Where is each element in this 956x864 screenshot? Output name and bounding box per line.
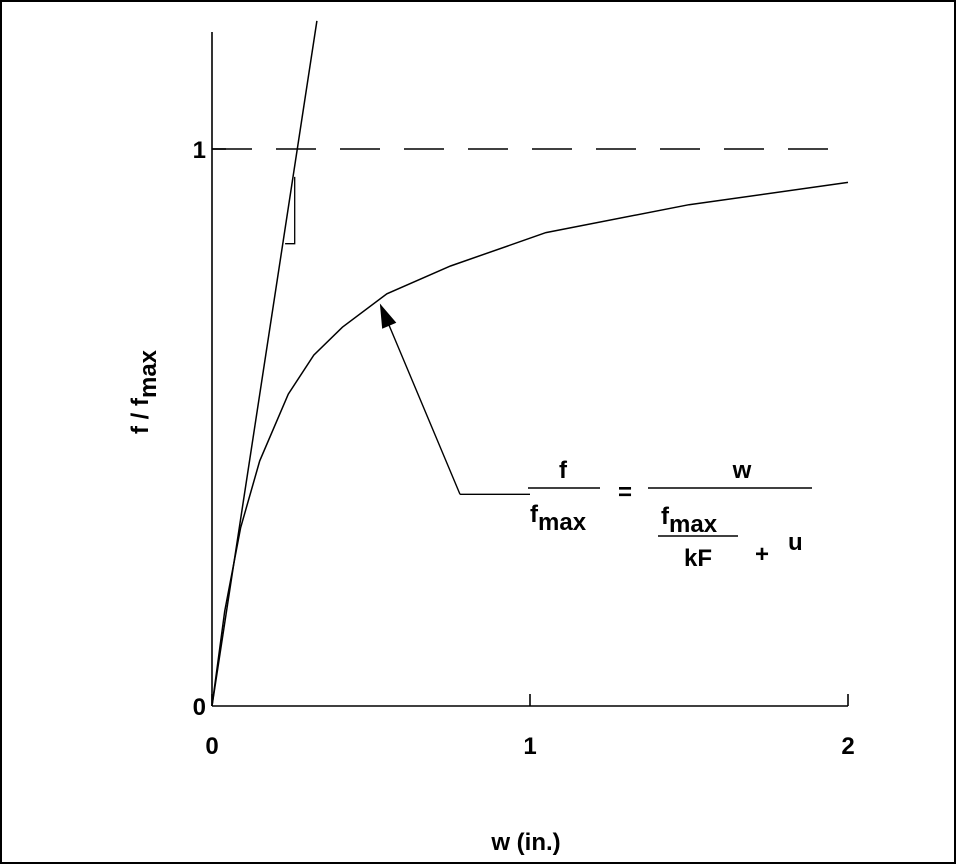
annotation-arrow-head	[379, 303, 397, 329]
eq-u: u	[788, 529, 803, 556]
y-tick-label: 0	[193, 694, 206, 721]
load-displacement-curve	[211, 181, 849, 707]
equation: f fmax = w fmax kF + u	[528, 457, 812, 572]
series-layer	[211, 20, 849, 707]
y-axis-label-main: f / f	[127, 397, 154, 434]
annotation-layer	[379, 303, 530, 496]
x-axis-label: w (in.)	[490, 829, 560, 856]
x-tick-label: 1	[523, 733, 536, 760]
y-axis-label: f / fmax	[127, 349, 162, 434]
eq-lhs-den-main: f	[530, 501, 539, 528]
initial-tangent-line	[211, 20, 318, 707]
eq-lhs-numerator: f	[559, 457, 568, 484]
y-tick-label: 1	[193, 137, 206, 164]
x-ticks: 0 1 2	[205, 694, 855, 760]
x-tick-label: 0	[205, 733, 218, 760]
slope-triangle	[285, 176, 296, 245]
eq-lhs-den-sub: max	[538, 509, 587, 536]
eq-equals: =	[618, 479, 632, 506]
eq-lhs-denominator: fmax	[530, 501, 587, 536]
eq-rhs-numerator: w	[732, 457, 752, 484]
eq-inner-denominator: kF	[684, 545, 712, 572]
x-tick-label: 2	[841, 733, 854, 760]
eq-plus: +	[755, 541, 769, 568]
annotation-arrow-shaft	[388, 324, 461, 495]
eq-inner-num-main: f	[661, 503, 670, 530]
svg-text:f / fmax: f / fmax	[127, 349, 162, 434]
eq-inner-numerator: fmax	[661, 503, 718, 538]
y-axis-label-sub: max	[135, 349, 162, 398]
eq-inner-num-sub: max	[669, 511, 718, 538]
